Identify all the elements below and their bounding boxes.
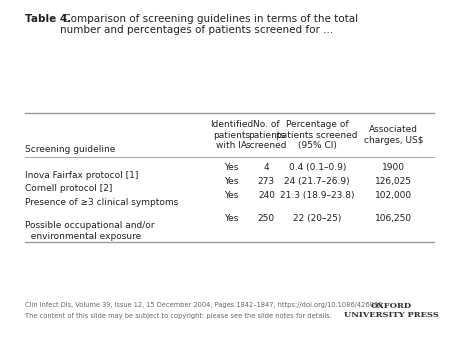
Text: Cornell protocol [2]: Cornell protocol [2] (25, 184, 112, 193)
Text: Associated
charges, US$: Associated charges, US$ (364, 125, 423, 145)
Text: 4: 4 (264, 164, 269, 172)
Text: 106,250: 106,250 (375, 214, 412, 223)
Text: Presence of ≥3 clinical symptoms: Presence of ≥3 clinical symptoms (25, 198, 178, 207)
Text: Identified
patients
with IA: Identified patients with IA (210, 120, 253, 150)
Text: 102,000: 102,000 (375, 191, 412, 199)
Text: OXFORD
UNIVERSITY PRESS: OXFORD UNIVERSITY PRESS (344, 302, 439, 319)
Text: 24 (21.7–26.9): 24 (21.7–26.9) (284, 177, 350, 186)
Text: 250: 250 (258, 214, 275, 223)
Text: Clin Infect Dis, Volume 39, Issue 12, 15 December 2004, Pages 1842–1847, https:/: Clin Infect Dis, Volume 39, Issue 12, 15… (25, 301, 382, 308)
Text: Table 4.: Table 4. (25, 14, 71, 24)
Text: Comparison of screening guidelines in terms of the total
number and percentages : Comparison of screening guidelines in te… (60, 14, 358, 35)
Text: Yes: Yes (225, 214, 239, 223)
Text: Possible occupational and/or
  environmental exposure: Possible occupational and/or environment… (25, 221, 154, 241)
Text: Yes: Yes (225, 164, 239, 172)
Text: 273: 273 (258, 177, 275, 186)
Text: 1900: 1900 (382, 164, 405, 172)
Text: Screening guideline: Screening guideline (25, 145, 115, 154)
Text: 22 (20–25): 22 (20–25) (293, 214, 342, 223)
Text: Inova Fairfax protocol [1]: Inova Fairfax protocol [1] (25, 171, 138, 180)
Text: Yes: Yes (225, 177, 239, 186)
Text: 240: 240 (258, 191, 275, 199)
Text: 21.3 (18.9–23.8): 21.3 (18.9–23.8) (280, 191, 355, 199)
Text: No. of
patients
screened: No. of patients screened (246, 120, 287, 150)
Text: Yes: Yes (225, 191, 239, 199)
Text: 0.4 (0.1–0.9): 0.4 (0.1–0.9) (288, 164, 346, 172)
Text: Percentage of
patients screened
(95% CI): Percentage of patients screened (95% CI) (276, 120, 358, 150)
Text: 126,025: 126,025 (375, 177, 412, 186)
Text: The content of this slide may be subject to copyright: please see the slide note: The content of this slide may be subject… (25, 313, 332, 319)
